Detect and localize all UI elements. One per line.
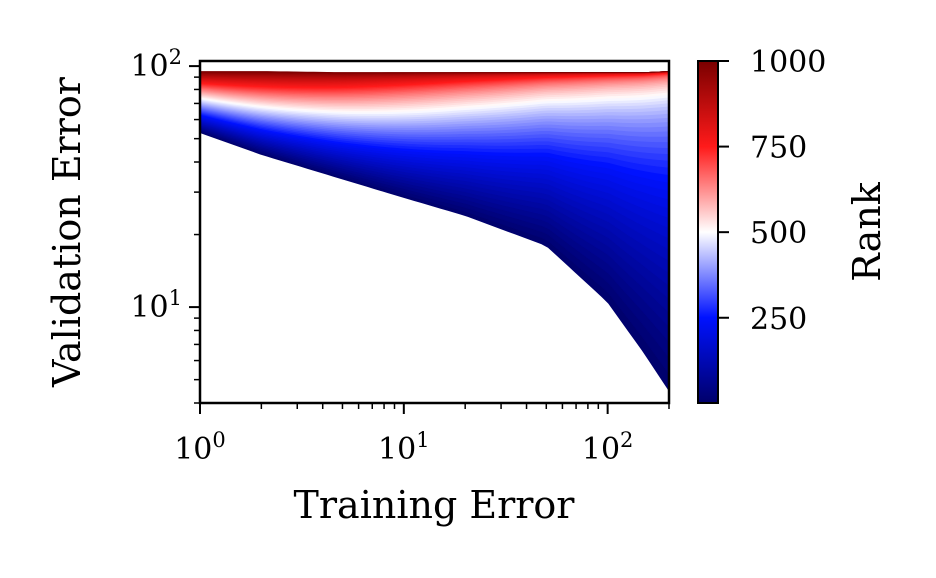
x-tick-label-0: 100	[174, 428, 226, 467]
colorbar-tick-label-2: 750	[750, 131, 807, 166]
y-axis: 101 102	[130, 45, 200, 404]
colorbar	[698, 61, 718, 403]
colorbar-tick-label-1: 500	[750, 216, 807, 251]
plot-frame	[198, 59, 671, 405]
y-axis-label: Validation Error	[45, 76, 89, 388]
colorbar-ticks: 250 500 750 1000	[718, 45, 826, 337]
x-tick-label-1: 101	[378, 428, 430, 467]
x-axis-label: Training Error	[294, 483, 576, 527]
curve-band-group	[200, 71, 669, 392]
colorbar-tick-label-3: 1000	[750, 45, 826, 80]
colorbar-tick-label-0: 250	[750, 302, 807, 337]
y-tick-label-0: 101	[130, 286, 182, 325]
colorbar-label: Rank	[845, 181, 889, 282]
x-tick-label-2: 102	[582, 428, 634, 467]
x-axis: 100 101 102	[174, 403, 670, 467]
y-tick-label-1: 102	[130, 45, 182, 84]
curve-band-70	[200, 71, 669, 74]
